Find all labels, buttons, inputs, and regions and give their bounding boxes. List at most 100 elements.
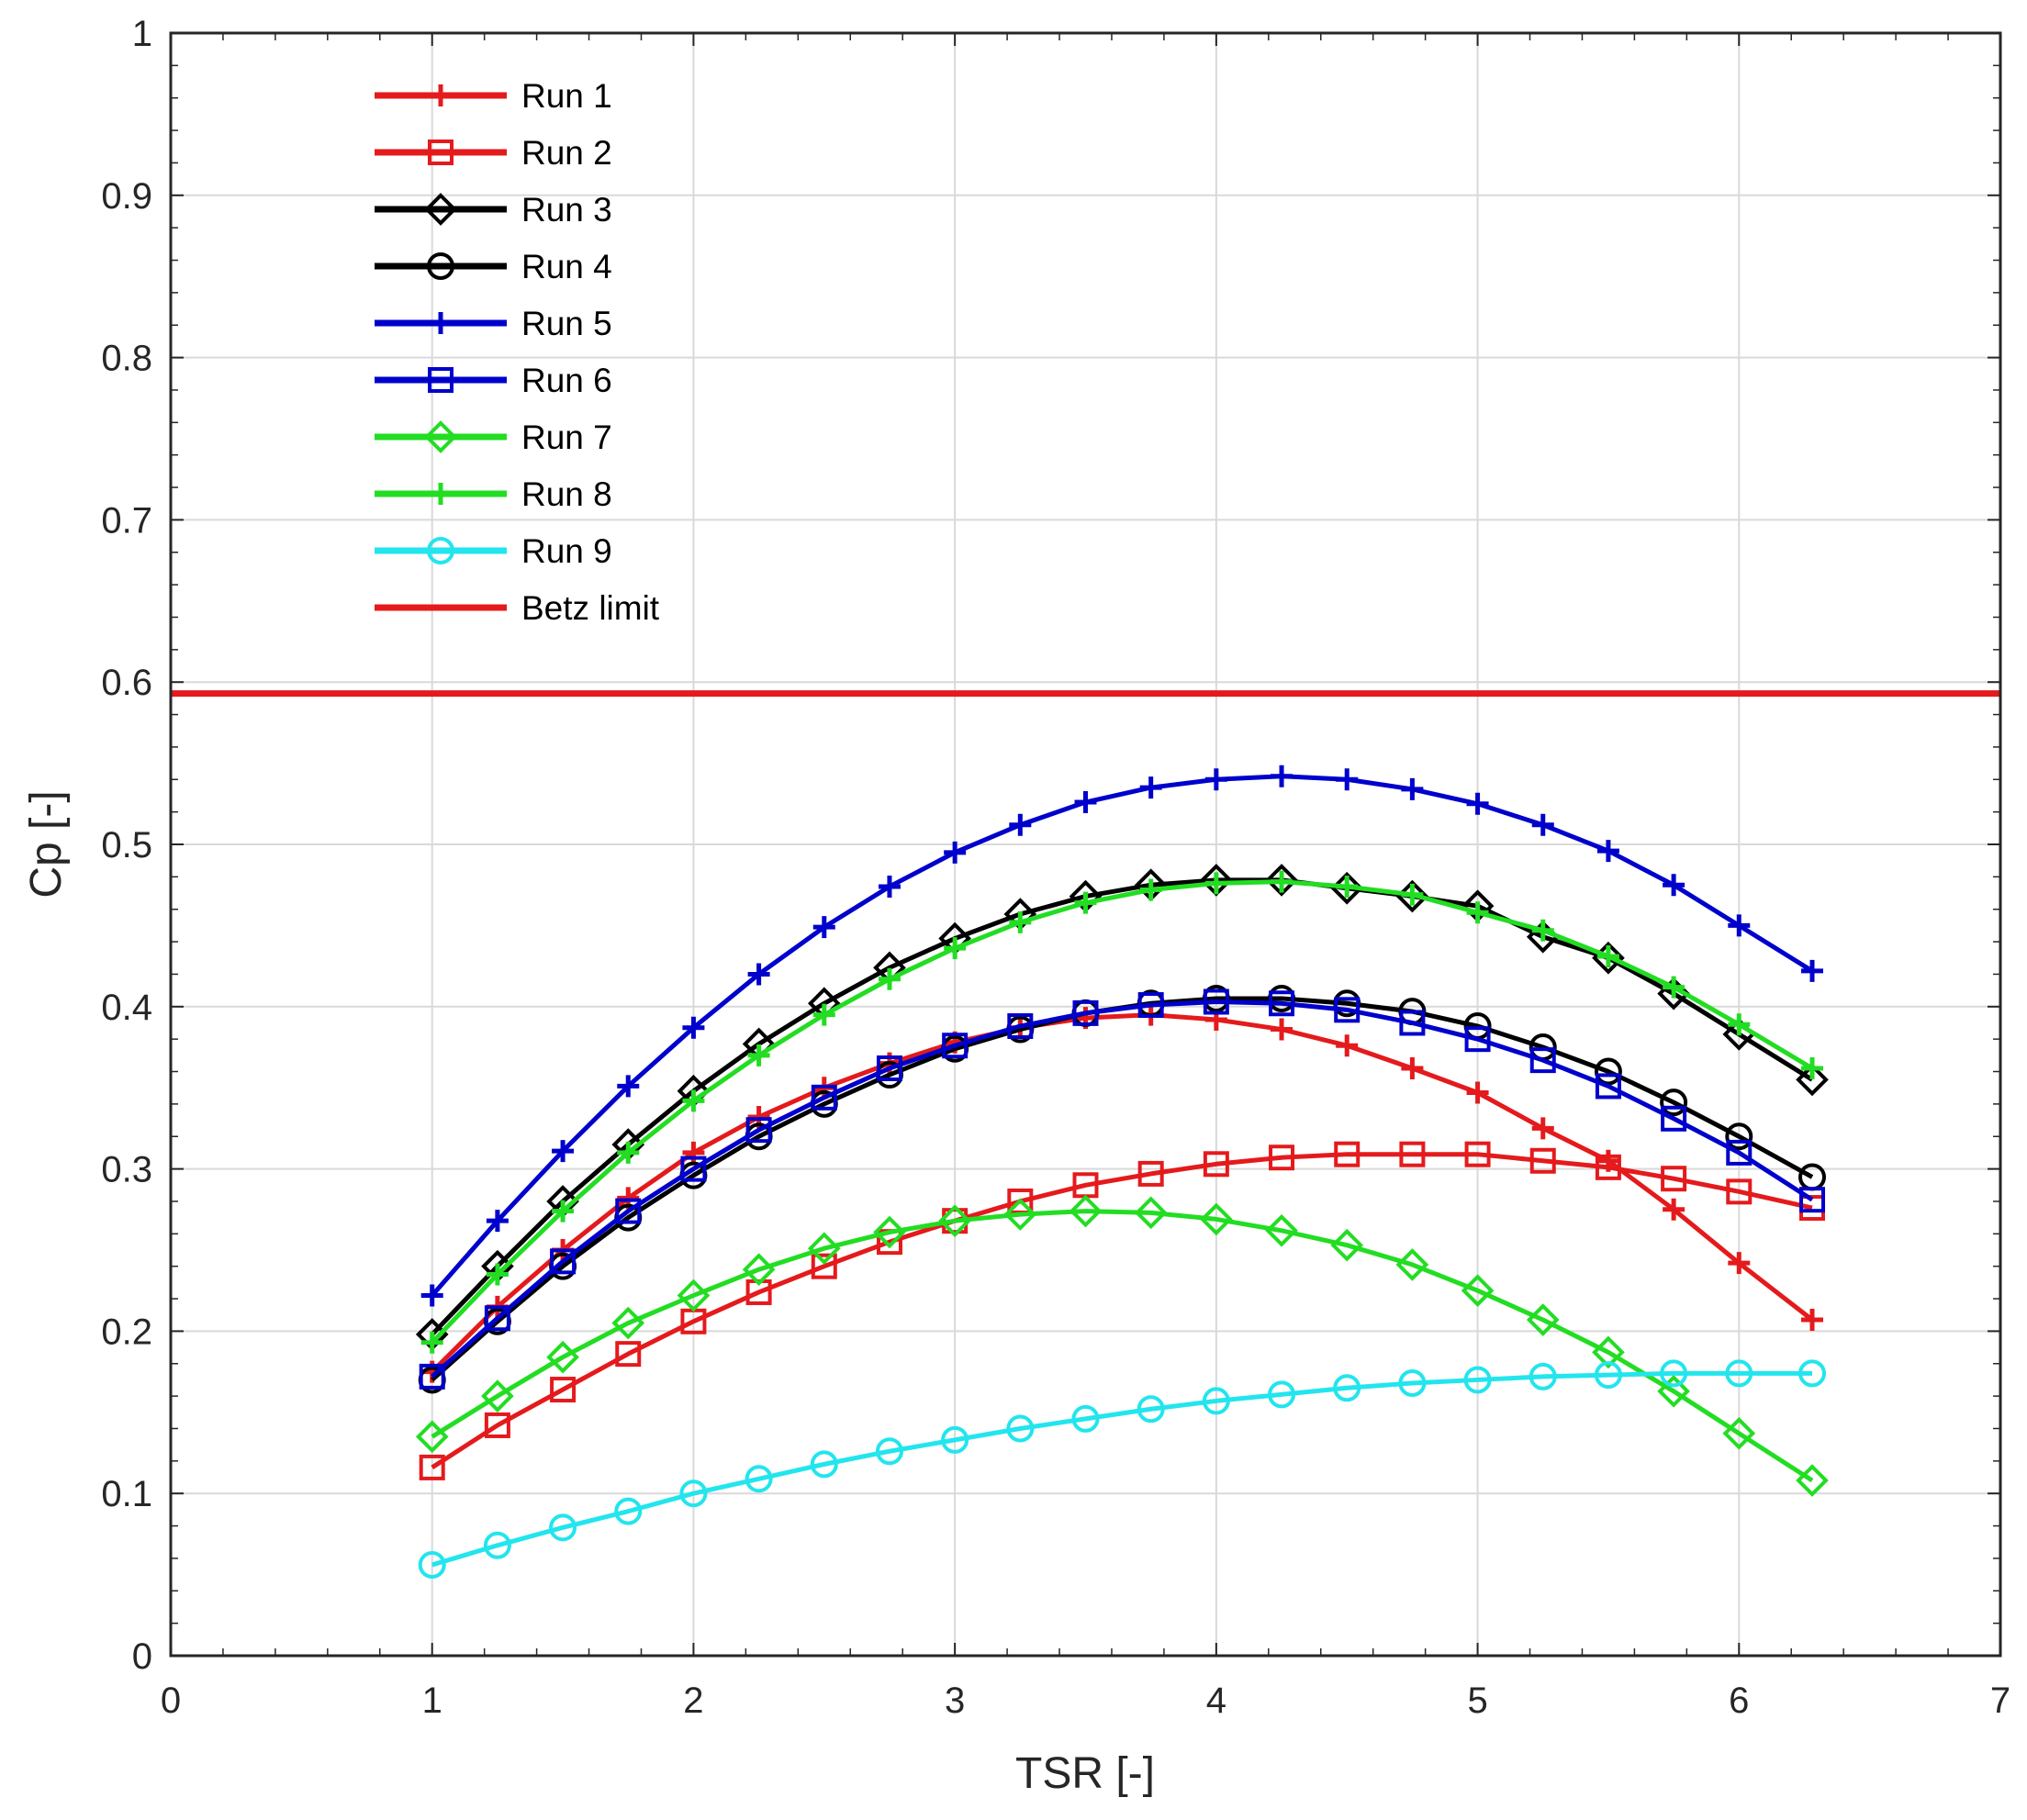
y-tick-label: 0.8	[101, 339, 152, 379]
data-point	[483, 1531, 511, 1559]
data-point	[1726, 1178, 1753, 1205]
x-tick-label: 4	[1206, 1680, 1226, 1721]
x-tick-label: 1	[422, 1680, 442, 1721]
data-point	[1661, 1166, 1687, 1192]
data-point	[1204, 768, 1227, 791]
data-point	[679, 1479, 708, 1508]
legend-entry: Run 6	[375, 362, 612, 399]
legend-marker	[427, 252, 454, 280]
data-point	[807, 1232, 841, 1266]
data-point	[1334, 997, 1361, 1023]
x-tick-label: 6	[1729, 1680, 1749, 1721]
data-point	[1798, 1359, 1827, 1388]
y-tick-label: 0.6	[101, 663, 152, 703]
data-point	[1531, 919, 1554, 942]
legend-marker	[430, 84, 452, 106]
data-point	[418, 1550, 446, 1579]
data-point	[811, 1253, 837, 1279]
data-point	[481, 1379, 514, 1412]
data-point	[1725, 1359, 1753, 1388]
data-point	[550, 1377, 577, 1403]
series-line	[430, 774, 1814, 1298]
x-axis-label: TSR [-]	[1015, 1749, 1155, 1798]
data-point	[1336, 1034, 1359, 1057]
data-point	[680, 1156, 707, 1182]
data-point	[1401, 777, 1424, 800]
data-point	[1333, 1374, 1361, 1402]
series-line	[431, 1370, 1813, 1568]
data-point	[1071, 1404, 1100, 1433]
data-point	[938, 1204, 971, 1238]
data-point	[549, 1513, 577, 1542]
series-run-8	[420, 870, 1824, 1354]
legend-entry: Run 5	[375, 305, 612, 342]
data-point	[486, 1263, 509, 1286]
legend-entry: Run 1	[375, 77, 612, 115]
legend-entry: Run 9	[375, 532, 612, 570]
data-point	[1074, 791, 1097, 814]
data-point	[1269, 1144, 1295, 1171]
data-point	[1399, 1141, 1426, 1167]
legend-marker	[430, 483, 452, 505]
data-point	[1531, 1117, 1554, 1140]
data-point	[1395, 1248, 1429, 1281]
data-point	[1529, 1047, 1556, 1074]
legend-marker	[428, 140, 454, 165]
data-point	[944, 841, 967, 864]
data-point	[1728, 1013, 1751, 1036]
legend-label: Betz limit	[521, 589, 660, 627]
data-point	[1466, 792, 1489, 815]
data-point	[1200, 1202, 1233, 1236]
y-tick-label: 0.7	[101, 500, 152, 541]
data-point	[1663, 1198, 1685, 1221]
data-point	[875, 1437, 903, 1466]
data-point	[1137, 992, 1164, 1019]
data-point	[1007, 1013, 1034, 1040]
legend-entry: Run 8	[375, 475, 612, 513]
data-point	[1526, 1303, 1560, 1336]
data-point	[1799, 1187, 1826, 1213]
data-point	[1336, 875, 1359, 898]
data-point	[1401, 883, 1424, 906]
data-point	[811, 1084, 837, 1111]
legend-entry: Run 2	[375, 134, 612, 172]
data-point	[1594, 1057, 1622, 1086]
data-point	[1725, 1122, 1753, 1151]
data-point	[876, 1055, 902, 1081]
x-tick-labels: 0 1 2 3 4 5 6 7	[161, 1680, 2010, 1721]
legend-label: Run 8	[521, 475, 612, 513]
data-point	[1203, 988, 1229, 1015]
x-tick-label: 5	[1467, 1680, 1487, 1721]
data-point	[1726, 1139, 1753, 1166]
data-point	[617, 1075, 640, 1098]
data-point	[1464, 1141, 1491, 1167]
data-point	[941, 1425, 969, 1454]
data-point	[552, 1200, 575, 1223]
data-point	[617, 1141, 640, 1164]
series-line	[430, 877, 1814, 1336]
data-point	[1399, 1010, 1426, 1036]
data-point	[812, 1003, 835, 1026]
data-point	[1728, 1252, 1751, 1275]
data-point	[1529, 1147, 1556, 1174]
data-point	[552, 1140, 575, 1163]
data-point	[1265, 1213, 1298, 1247]
legend-entry: Run 3	[375, 191, 612, 229]
data-point	[1663, 874, 1685, 897]
data-point	[1003, 1198, 1037, 1231]
data-point	[419, 1363, 445, 1390]
data-point	[1204, 872, 1227, 895]
data-point	[812, 916, 835, 939]
y-tick-label: 0.5	[101, 825, 152, 865]
legend-marker	[430, 312, 452, 334]
plot-area	[169, 31, 2002, 1658]
data-point	[1660, 1089, 1688, 1117]
data-point	[1137, 1160, 1164, 1187]
data-point	[873, 1215, 906, 1249]
data-point	[1069, 1194, 1103, 1228]
x-tick-label: 2	[683, 1680, 703, 1721]
legend-label: Run 9	[521, 532, 612, 570]
legend-label: Run 3	[521, 191, 612, 229]
data-point	[1796, 1063, 1829, 1097]
